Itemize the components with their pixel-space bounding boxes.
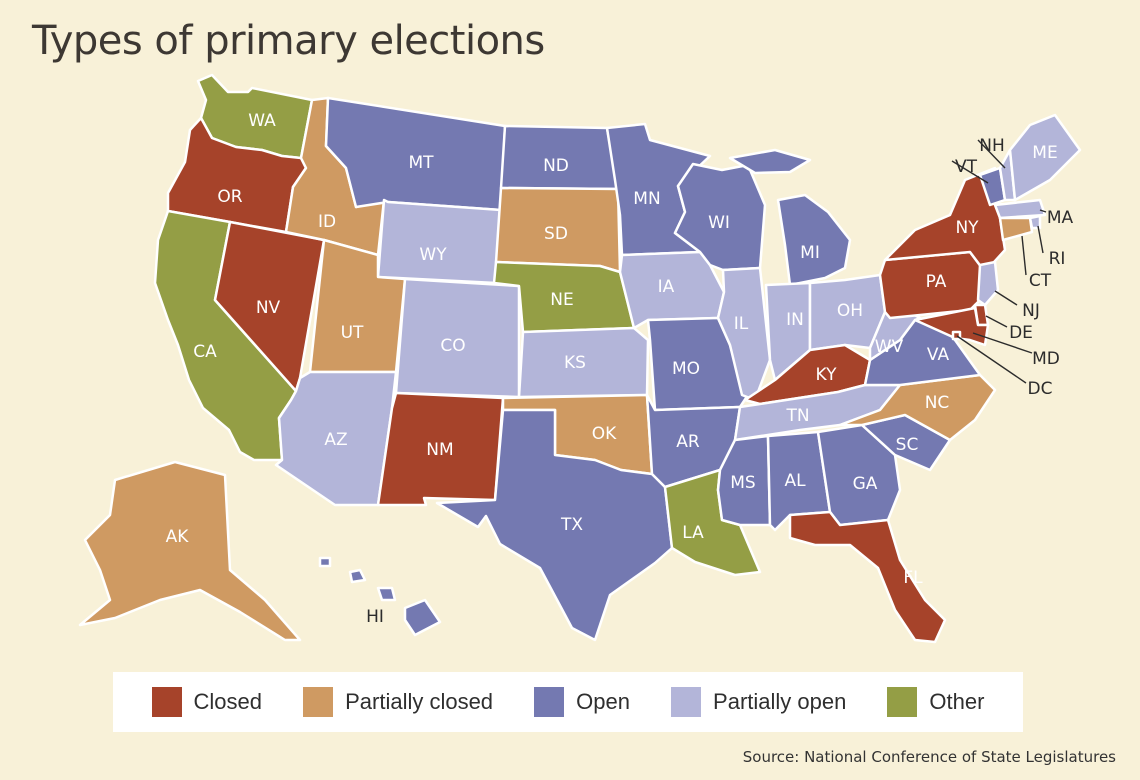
state-label-in: IN <box>786 310 804 330</box>
state-label-va: VA <box>927 345 950 365</box>
map-title: Types of primary elections <box>32 18 545 64</box>
state-label-ms: MS <box>730 473 755 493</box>
state-label-dc: DC <box>1028 379 1053 399</box>
state-label-ok: OK <box>592 424 617 444</box>
legend-item-partially-open: Partially open <box>671 687 846 717</box>
state-label-nc: NC <box>925 393 950 413</box>
state-label-wa: WA <box>248 111 276 131</box>
legend-swatch-closed <box>151 687 182 717</box>
state-label-tx: TX <box>560 515 583 535</box>
state-label-ny: NY <box>955 218 979 238</box>
legend: Closed Partially closed Open Partially o… <box>113 672 1023 732</box>
leader-line-ma <box>1039 209 1047 213</box>
state-label-nj: NJ <box>1022 301 1040 321</box>
state-labels: WA OR CA NV ID MT WY UT AZ CO NM ND SD NE KS OK TX MN IA MO… <box>166 111 1074 627</box>
state-ct <box>998 216 1034 242</box>
state-label-ne: NE <box>550 290 573 310</box>
legend-label-partially-open: Partially open <box>713 689 847 714</box>
legend-item-other: Other <box>887 687 984 717</box>
leader-line-nj <box>994 290 1018 306</box>
state-label-mt: MT <box>408 153 434 173</box>
state-label-ky: KY <box>816 365 838 385</box>
legend-label-closed: Closed <box>193 689 263 714</box>
state-il <box>716 266 772 402</box>
state-label-ar: AR <box>676 432 700 452</box>
state-label-ak: AK <box>166 527 190 547</box>
state-label-vt: VT <box>955 157 978 177</box>
state-label-me: ME <box>1032 143 1057 163</box>
state-ma <box>993 198 1047 220</box>
state-label-wy: WY <box>419 245 447 265</box>
state-label-ga: GA <box>853 474 878 494</box>
state-label-mn: MN <box>633 189 660 209</box>
source-note: Source: National Conference of State Leg… <box>742 748 1116 766</box>
leader-line-ct <box>1021 235 1027 276</box>
legend-swatch-other <box>887 687 918 717</box>
leader-lines <box>951 139 1047 384</box>
leader-line-md <box>972 332 1033 354</box>
state-label-ca: CA <box>193 342 217 362</box>
leader-line-ri <box>1037 225 1044 254</box>
state-label-ia: IA <box>658 277 675 297</box>
state-label-sd: SD <box>544 224 568 244</box>
state-label-ma: MA <box>1047 208 1074 228</box>
state-label-pa: PA <box>926 272 947 292</box>
state-nj <box>976 260 1000 307</box>
legend-swatch-partially-closed <box>303 687 334 717</box>
state-shapes <box>78 73 1082 644</box>
state-label-nm: NM <box>426 440 453 460</box>
state-label-oh: OH <box>837 301 863 321</box>
state-label-mi: MI <box>800 243 820 263</box>
state-label-al: AL <box>784 471 806 491</box>
legend-swatch-partially-open <box>671 687 702 717</box>
state-label-la: LA <box>682 523 704 543</box>
legend-label-other: Other <box>929 689 985 714</box>
state-label-mo: MO <box>672 359 700 379</box>
state-label-ct: CT <box>1029 271 1052 291</box>
state-label-ri: RI <box>1049 249 1066 269</box>
state-label-wi: WI <box>708 213 730 233</box>
leader-line-de <box>985 315 1008 328</box>
state-wy <box>376 198 503 285</box>
state-label-il: IL <box>734 314 749 334</box>
state-label-hi: HI <box>366 607 384 627</box>
state-label-ks: KS <box>564 353 586 373</box>
state-label-fl: FL <box>903 568 923 588</box>
us-primary-elections-map: WA OR CA NV ID MT WY UT AZ CO NM ND SD NE KS OK TX MN IA MO… <box>78 73 1082 644</box>
state-tx <box>435 408 674 642</box>
state-label-nv: NV <box>256 298 281 318</box>
leader-line-nh <box>977 139 1006 169</box>
state-label-nd: ND <box>543 156 569 176</box>
legend-item-open: Open <box>534 687 630 717</box>
state-hi <box>318 556 442 637</box>
state-label-wv: WV <box>875 337 904 357</box>
state-label-ut: UT <box>341 323 364 343</box>
state-me <box>1008 113 1082 202</box>
state-fl <box>788 510 947 644</box>
state-mi <box>728 148 852 287</box>
state-label-or: OR <box>217 187 242 207</box>
legend-label-open: Open <box>576 689 630 714</box>
legend-label-partially-closed: Partially closed <box>345 689 494 714</box>
state-label-id: ID <box>318 212 336 232</box>
state-label-tn: TN <box>785 406 809 426</box>
state-label-md: MD <box>1032 349 1060 369</box>
state-label-co: CO <box>440 336 465 356</box>
legend-item-partially-closed: Partially closed <box>303 687 493 717</box>
legend-item-closed: Closed <box>151 687 263 717</box>
state-ks <box>517 326 650 399</box>
state-label-az: AZ <box>324 430 347 450</box>
state-label-sc: SC <box>896 435 919 455</box>
legend-swatch-open <box>534 687 565 717</box>
leader-line-dc <box>956 335 1027 384</box>
state-ak <box>78 460 302 642</box>
state-label-nh: NH <box>979 136 1005 156</box>
leader-line-vt <box>951 160 989 184</box>
state-label-de: DE <box>1009 323 1033 343</box>
